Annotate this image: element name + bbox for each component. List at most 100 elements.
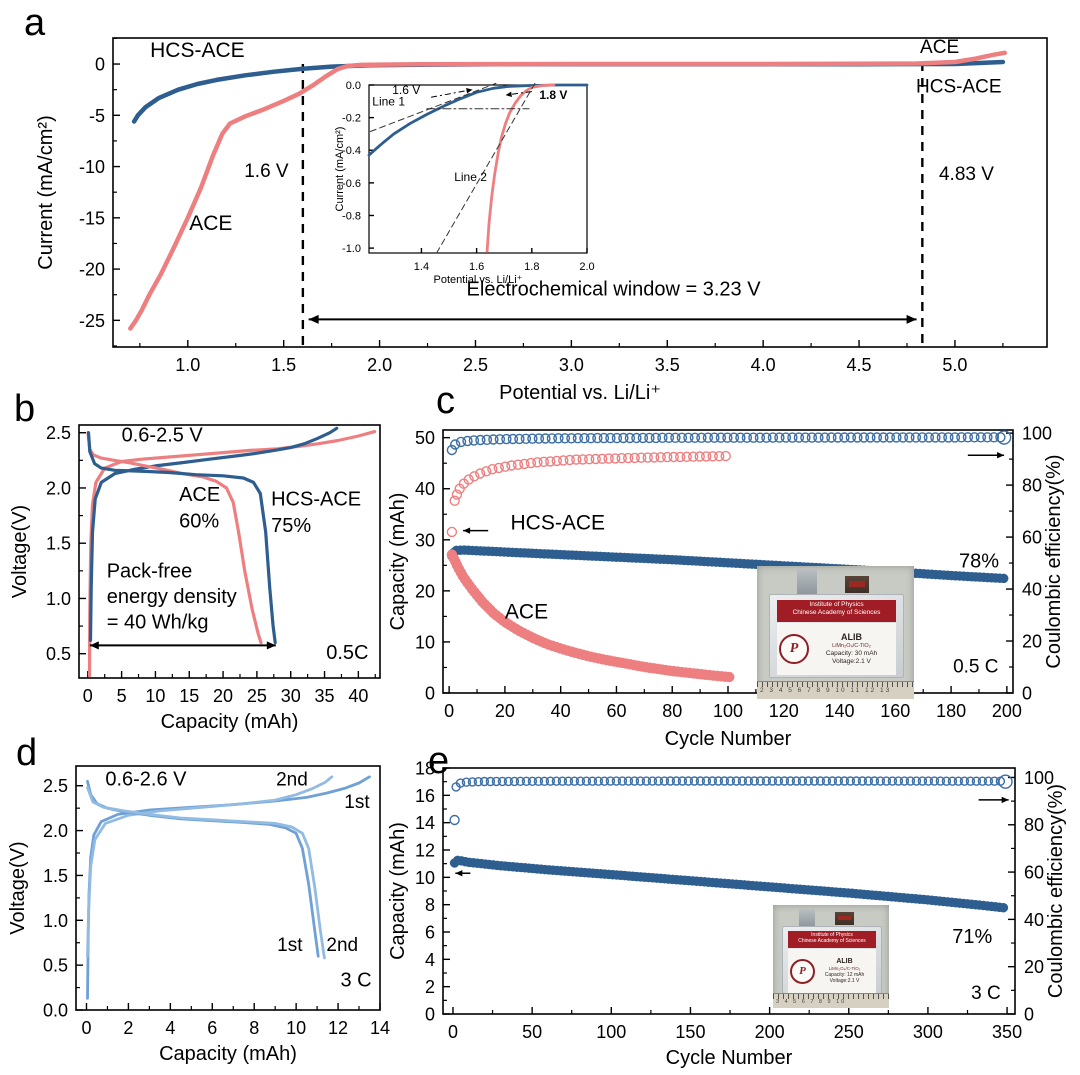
battery-tab-dark bbox=[845, 576, 869, 593]
device-capacity: Capacity: 12 mAh bbox=[824, 971, 865, 978]
institute-line1: Institute of Physics bbox=[809, 601, 864, 608]
svg-text:6: 6 bbox=[425, 922, 435, 942]
svg-text:10: 10 bbox=[145, 686, 165, 706]
pouch-cell: Institute of Physics Chinese Academy of … bbox=[769, 594, 904, 678]
institute-line1: Institute of Physics bbox=[811, 932, 853, 938]
svg-text:8: 8 bbox=[425, 895, 435, 915]
svg-text:HCS-ACE: HCS-ACE bbox=[150, 39, 245, 62]
svg-text:0.0: 0.0 bbox=[43, 1000, 68, 1020]
ruler-numbers: 2 3 4 5 6 7 8 9 10 11 12 13 bbox=[760, 687, 892, 694]
svg-text:1.0: 1.0 bbox=[175, 355, 200, 375]
svg-text:Potential vs. Li/Li⁺: Potential vs. Li/Li⁺ bbox=[434, 274, 523, 286]
ruler-ticks bbox=[773, 994, 889, 999]
label-banner: Institute of Physics Chinese Academy of … bbox=[788, 931, 876, 948]
svg-text:-10: -10 bbox=[79, 157, 105, 177]
panel-c-label: c bbox=[436, 380, 455, 422]
svg-text:12: 12 bbox=[328, 1018, 348, 1038]
tab-red-sticker bbox=[837, 915, 852, 921]
ruler-numbers: 3 4 5 6 7 8 9 10 bbox=[776, 999, 847, 1005]
academy-seal: P bbox=[779, 634, 809, 664]
svg-text:0: 0 bbox=[444, 701, 454, 721]
svg-text:1st: 1st bbox=[277, 935, 303, 956]
svg-text:0.5: 0.5 bbox=[43, 956, 68, 976]
svg-text:3 C: 3 C bbox=[340, 970, 371, 992]
panel-b-label: b bbox=[14, 388, 36, 430]
panel-d-label: d bbox=[16, 732, 38, 774]
ruler-ticks bbox=[757, 682, 914, 687]
svg-text:71%: 71% bbox=[952, 926, 992, 948]
svg-text:Current (mA/cm²): Current (mA/cm²) bbox=[35, 115, 57, 269]
svg-text:Line 1: Line 1 bbox=[372, 94, 405, 108]
svg-text:ACE: ACE bbox=[505, 600, 548, 623]
svg-text:Cycle Number: Cycle Number bbox=[665, 728, 792, 750]
panel-c-chart: 0 20 40 60 80 100 120 140 160 180 2000102030405002… bbox=[387, 424, 1065, 750]
svg-text:-15: -15 bbox=[79, 208, 105, 228]
device-voltage: Voltage:2.1 V bbox=[829, 978, 860, 985]
svg-text:0: 0 bbox=[95, 55, 105, 75]
svg-text:120: 120 bbox=[769, 701, 799, 721]
svg-text:-0.6: -0.6 bbox=[342, 178, 361, 190]
svg-text:-0.4: -0.4 bbox=[342, 145, 361, 157]
panel-e-label: e bbox=[428, 740, 450, 782]
svg-text:-25: -25 bbox=[79, 311, 105, 331]
svg-text:14: 14 bbox=[415, 813, 435, 833]
svg-text:30: 30 bbox=[415, 530, 435, 550]
svg-text:2nd: 2nd bbox=[326, 935, 358, 956]
svg-text:0: 0 bbox=[1024, 1004, 1034, 1024]
device-name: ALIB bbox=[841, 631, 862, 642]
svg-text:60: 60 bbox=[606, 701, 626, 721]
institute-line2: Chinese Academy of Sciences bbox=[798, 938, 866, 945]
svg-text:4: 4 bbox=[425, 950, 435, 970]
svg-text:ACE: ACE bbox=[189, 212, 232, 235]
svg-text:16: 16 bbox=[415, 786, 435, 806]
svg-text:-0.2: -0.2 bbox=[342, 113, 361, 125]
svg-text:0.6-2.5 V: 0.6-2.5 V bbox=[122, 425, 204, 447]
ruler: 2 3 4 5 6 7 8 9 10 11 12 13 bbox=[757, 681, 914, 699]
svg-text:1.6 V: 1.6 V bbox=[244, 161, 289, 182]
panel-b-chart: 0 5 10 15 20 25 30 35 40 0.5 1.0 1.5 2.0 2.5 Capacity … bbox=[9, 423, 381, 733]
svg-text:60: 60 bbox=[1024, 863, 1044, 883]
svg-text:1.5: 1.5 bbox=[46, 534, 71, 554]
svg-text:80: 80 bbox=[1022, 476, 1042, 496]
svg-text:25: 25 bbox=[247, 686, 267, 706]
panel-a-label: a bbox=[24, 2, 46, 44]
device-formula: LiMn₂O₄/C-TiO₂ bbox=[832, 643, 871, 650]
svg-text:18: 18 bbox=[415, 758, 435, 778]
svg-text:2: 2 bbox=[425, 977, 435, 997]
svg-text:35: 35 bbox=[315, 686, 335, 706]
svg-text:2.5: 2.5 bbox=[46, 423, 71, 443]
svg-text:3.0: 3.0 bbox=[559, 355, 584, 375]
svg-text:0: 0 bbox=[83, 686, 93, 706]
svg-text:12: 12 bbox=[415, 840, 435, 860]
device-capacity: Capacity: 30 mAh bbox=[825, 649, 878, 657]
svg-text:40: 40 bbox=[415, 479, 435, 499]
svg-text:6: 6 bbox=[207, 1018, 217, 1038]
svg-text:30: 30 bbox=[281, 686, 301, 706]
device-formula: LiMn₂O₄/C-TiO₂ bbox=[828, 966, 861, 972]
svg-text:20: 20 bbox=[495, 701, 515, 721]
svg-text:300: 300 bbox=[913, 1022, 943, 1042]
svg-text:ACE: ACE bbox=[179, 484, 220, 506]
svg-text:Pack-free: Pack-free bbox=[107, 560, 193, 582]
panel-a-inset-chart: 1.4 1.6 1.8 2.0 0.0 -0.2 -0.4 -0.6 -0.8 -1.0 Poten… bbox=[334, 80, 595, 286]
svg-text:10: 10 bbox=[415, 868, 435, 888]
svg-text:0: 0 bbox=[425, 1004, 435, 1024]
svg-text:HCS-ACE: HCS-ACE bbox=[916, 77, 1002, 98]
svg-text:Voltage(V): Voltage(V) bbox=[7, 841, 29, 934]
svg-text:-0.8: -0.8 bbox=[342, 210, 361, 222]
svg-text:1.4: 1.4 bbox=[414, 261, 429, 273]
svg-text:Coulombic efficiency(%): Coulombic efficiency(%) bbox=[1043, 454, 1065, 668]
svg-text:78%: 78% bbox=[959, 550, 999, 572]
svg-text:HCS-ACE: HCS-ACE bbox=[510, 512, 605, 535]
svg-text:50: 50 bbox=[415, 428, 435, 448]
pouch-cell: Institute of Physics Chinese Academy of … bbox=[782, 926, 882, 994]
svg-text:100: 100 bbox=[713, 701, 743, 721]
svg-text:14: 14 bbox=[370, 1018, 390, 1038]
svg-text:4: 4 bbox=[165, 1018, 175, 1038]
svg-text:-5: -5 bbox=[89, 106, 105, 126]
svg-text:-1.0: -1.0 bbox=[342, 243, 361, 255]
svg-text:160: 160 bbox=[880, 701, 910, 721]
svg-text:= 40 Wh/kg: = 40 Wh/kg bbox=[107, 611, 209, 633]
svg-text:0.5 C: 0.5 C bbox=[953, 657, 998, 678]
